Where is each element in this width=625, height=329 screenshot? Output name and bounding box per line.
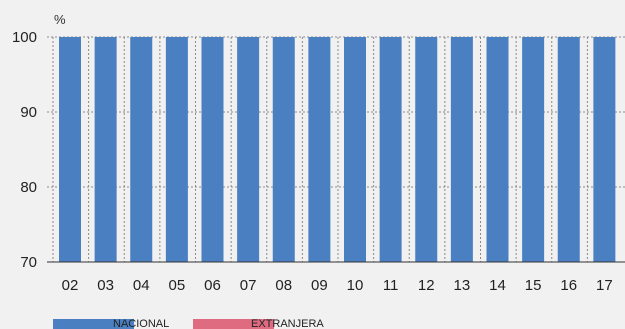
x-tick-label: 07: [240, 277, 257, 294]
bar-nacional-17: [593, 37, 615, 262]
x-tick-label: 17: [596, 277, 613, 294]
bar-nacional-10: [344, 37, 366, 262]
y-tick-label: 80: [20, 179, 37, 196]
y-unit-label: %: [54, 12, 66, 27]
x-tick-label: 05: [169, 277, 186, 294]
y-tick-label: 100: [12, 29, 37, 46]
bar-nacional-07: [237, 37, 259, 262]
x-tick-label: 08: [275, 277, 292, 294]
bar-nacional-15: [522, 37, 544, 262]
bar-nacional-02: [59, 37, 81, 262]
x-tick-label: 12: [418, 277, 435, 294]
legend-label-extranjera: EXTRANJERA: [251, 318, 324, 329]
bars: [59, 37, 615, 262]
x-tick-label: 02: [62, 277, 79, 294]
x-tick-label: 13: [454, 277, 471, 294]
bar-nacional-16: [558, 37, 580, 262]
legend: NACIONAL EXTRANJERA: [53, 318, 324, 329]
y-tick-label: 90: [20, 104, 37, 121]
x-tick-label: 03: [97, 277, 114, 294]
bar-nacional-04: [130, 37, 152, 262]
bar-nacional-08: [273, 37, 295, 262]
bar-nacional-13: [451, 37, 473, 262]
bar-nacional-09: [308, 37, 330, 262]
x-tick-label: 11: [383, 277, 399, 294]
x-tick-label: 16: [560, 277, 577, 294]
x-tick-label: 14: [489, 277, 506, 294]
y-tick-label: 70: [20, 254, 37, 271]
bar-nacional-05: [166, 37, 188, 262]
x-tick-label: 15: [525, 277, 542, 294]
bar-nacional-12: [415, 37, 437, 262]
x-tick-label: 09: [311, 277, 328, 294]
bar-nacional-06: [202, 37, 224, 262]
bar-nacional-03: [95, 37, 117, 262]
x-tick-label: 04: [133, 277, 150, 294]
x-tick-label: 06: [204, 277, 221, 294]
x-tick-label: 10: [347, 277, 364, 294]
bar-nacional-11: [380, 37, 402, 262]
bar-nacional-14: [487, 37, 509, 262]
legend-label-nacional: NACIONAL: [113, 318, 169, 329]
